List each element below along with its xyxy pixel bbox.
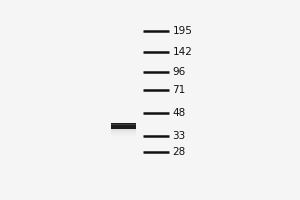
Text: 96: 96: [172, 67, 186, 77]
Text: 142: 142: [172, 47, 192, 57]
Text: 71: 71: [172, 85, 186, 95]
Text: 33: 33: [172, 131, 186, 141]
Bar: [111, 137, 136, 138]
Bar: [111, 134, 136, 135]
Text: 195: 195: [172, 26, 192, 36]
Bar: [111, 138, 136, 139]
Bar: [111, 129, 136, 130]
Bar: [111, 130, 136, 131]
Bar: [111, 135, 136, 136]
Text: 48: 48: [172, 108, 186, 118]
Bar: [111, 123, 136, 129]
Bar: [111, 132, 136, 133]
Bar: [111, 124, 136, 125]
Bar: [111, 133, 136, 134]
Bar: [111, 136, 136, 137]
Bar: [111, 131, 136, 132]
Text: 28: 28: [172, 147, 186, 157]
